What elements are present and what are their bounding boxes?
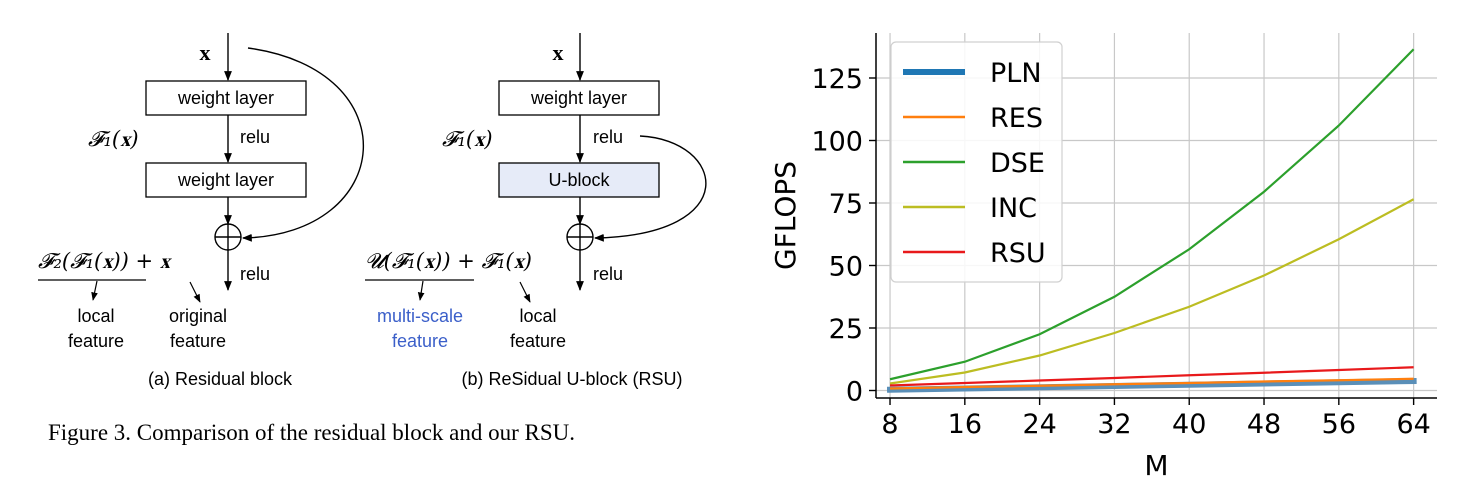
residual-weight-layer-2-label: weight layer — [177, 170, 274, 190]
x-tick-label: 16 — [948, 409, 982, 440]
series-line-pln — [886, 377, 1417, 393]
rsu-relu-1: relu — [593, 127, 623, 147]
rsu-block-diagram: x weight layer relu 𝓕₁(𝐱) U-block relu 𝓤… — [365, 33, 707, 389]
series-line-dse — [889, 48, 1415, 381]
residual-block-diagram: x weight layer relu 𝓕₁(𝐱) weight layer r… — [38, 33, 364, 389]
legend-label-rsu: RSU — [990, 238, 1046, 269]
legend-label-res: RES — [990, 103, 1043, 134]
x-axis-label: M — [1144, 449, 1168, 482]
residual-weight-layer-1-label: weight layer — [177, 88, 274, 108]
residual-skip-connection — [242, 47, 364, 242]
rsu-relu-2: relu — [593, 264, 623, 284]
residual-f1-label: 𝓕₁(𝐱) — [88, 127, 139, 151]
rsu-subcaption: (b) ReSidual U-block (RSU) — [461, 369, 682, 389]
y-tick-label: 50 — [829, 252, 863, 283]
x-tick-label: 8 — [881, 409, 898, 440]
legend-label-inc: INC — [990, 193, 1037, 224]
residual-local-pointer — [91, 280, 98, 301]
x-tick-label: 32 — [1097, 409, 1131, 440]
x-tick-label: 48 — [1247, 409, 1281, 440]
residual-input-label: x — [200, 40, 211, 65]
residual-relu-1: relu — [240, 127, 270, 147]
rsu-sum-node — [566, 223, 594, 251]
x-tick-label: 64 — [1396, 409, 1430, 440]
x-tick-label: 24 — [1022, 409, 1056, 440]
residual-sum-node — [214, 223, 242, 251]
rsu-input-label: x — [553, 40, 564, 65]
legend-label-pln: PLN — [990, 58, 1042, 89]
rsu-local-feature-1: local — [519, 306, 556, 326]
rsu-local-pointer — [519, 281, 531, 303]
series-line-inc — [889, 198, 1415, 385]
rsu-weight-layer — [498, 80, 660, 116]
residual-weight-layer-2 — [145, 162, 307, 198]
rsu-multi-scale-feature-2: feature — [392, 331, 448, 351]
residual-original-pointer — [189, 281, 201, 303]
rsu-local-feature-2: feature — [510, 331, 566, 351]
residual-local-feature-2: feature — [68, 331, 124, 351]
x-tick-label: 56 — [1322, 409, 1356, 440]
rsu-u-block — [498, 162, 660, 198]
x-tick-label: 40 — [1172, 409, 1206, 440]
y-axis-label: GFLOPS — [769, 161, 802, 270]
series-line-res — [890, 377, 1414, 390]
residual-original-feature-2: feature — [170, 331, 226, 351]
legend-label-dse: DSE — [990, 148, 1045, 179]
figure-caption: Figure 3. Comparison of the residual blo… — [48, 420, 575, 445]
gflops-chart: 8 16 24 32 40 48 56 64 0 25 50 75 100 125 M GFLOPS PLN RE… — [769, 33, 1437, 482]
rsu-f1-label: 𝓕₁(𝐱) — [442, 127, 493, 151]
rsu-output-expression: 𝓤(𝓕₁(𝐱)) + 𝓕₁(𝐱) — [365, 249, 532, 273]
rsu-skip-connection — [594, 135, 707, 242]
y-tick-label: 0 — [846, 377, 863, 408]
rsu-multi-scale-pointer — [417, 280, 425, 301]
y-tick-label: 125 — [811, 64, 863, 95]
y-tick-label: 75 — [829, 189, 863, 220]
residual-relu-2: relu — [240, 264, 270, 284]
residual-local-feature-1: local — [77, 306, 114, 326]
y-tick-label: 25 — [829, 314, 863, 345]
y-tick-label: 100 — [811, 127, 863, 158]
residual-original-feature-1: original — [169, 306, 227, 326]
legend-box — [890, 41, 1063, 283]
residual-weight-layer-1 — [145, 80, 307, 116]
series-line-rsu — [889, 366, 1414, 387]
residual-output-expression: 𝓕₂(𝓕₁(𝐱)) + 𝐱 — [38, 249, 173, 273]
rsu-u-block-label: U-block — [548, 170, 610, 190]
rsu-weight-layer-label: weight layer — [530, 88, 627, 108]
residual-subcaption: (a) Residual block — [148, 369, 293, 389]
rsu-multi-scale-feature-1: multi-scale — [377, 306, 463, 326]
